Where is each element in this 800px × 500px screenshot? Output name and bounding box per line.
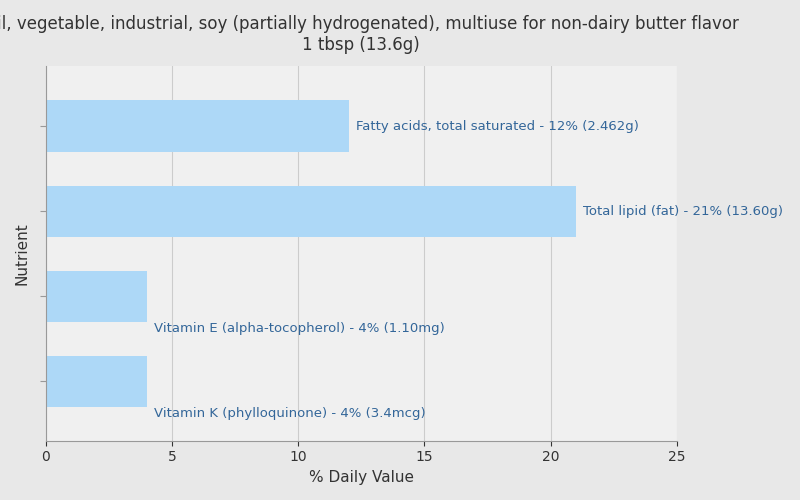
Bar xyxy=(46,186,576,236)
Text: Fatty acids, total saturated - 12% (2.462g): Fatty acids, total saturated - 12% (2.46… xyxy=(356,120,639,132)
Text: Vitamin K (phylloquinone) - 4% (3.4mcg): Vitamin K (phylloquinone) - 4% (3.4mcg) xyxy=(154,406,426,420)
Title: Oil, vegetable, industrial, soy (partially hydrogenated), multiuse for non-dairy: Oil, vegetable, industrial, soy (partial… xyxy=(0,15,739,54)
Bar xyxy=(46,100,349,152)
X-axis label: % Daily Value: % Daily Value xyxy=(309,470,414,485)
Bar xyxy=(46,356,147,406)
Text: Vitamin E (alpha-tocopherol) - 4% (1.10mg): Vitamin E (alpha-tocopherol) - 4% (1.10m… xyxy=(154,322,446,334)
Y-axis label: Nutrient: Nutrient xyxy=(15,222,30,285)
Bar xyxy=(46,270,147,322)
Text: Total lipid (fat) - 21% (13.60g): Total lipid (fat) - 21% (13.60g) xyxy=(583,204,783,218)
